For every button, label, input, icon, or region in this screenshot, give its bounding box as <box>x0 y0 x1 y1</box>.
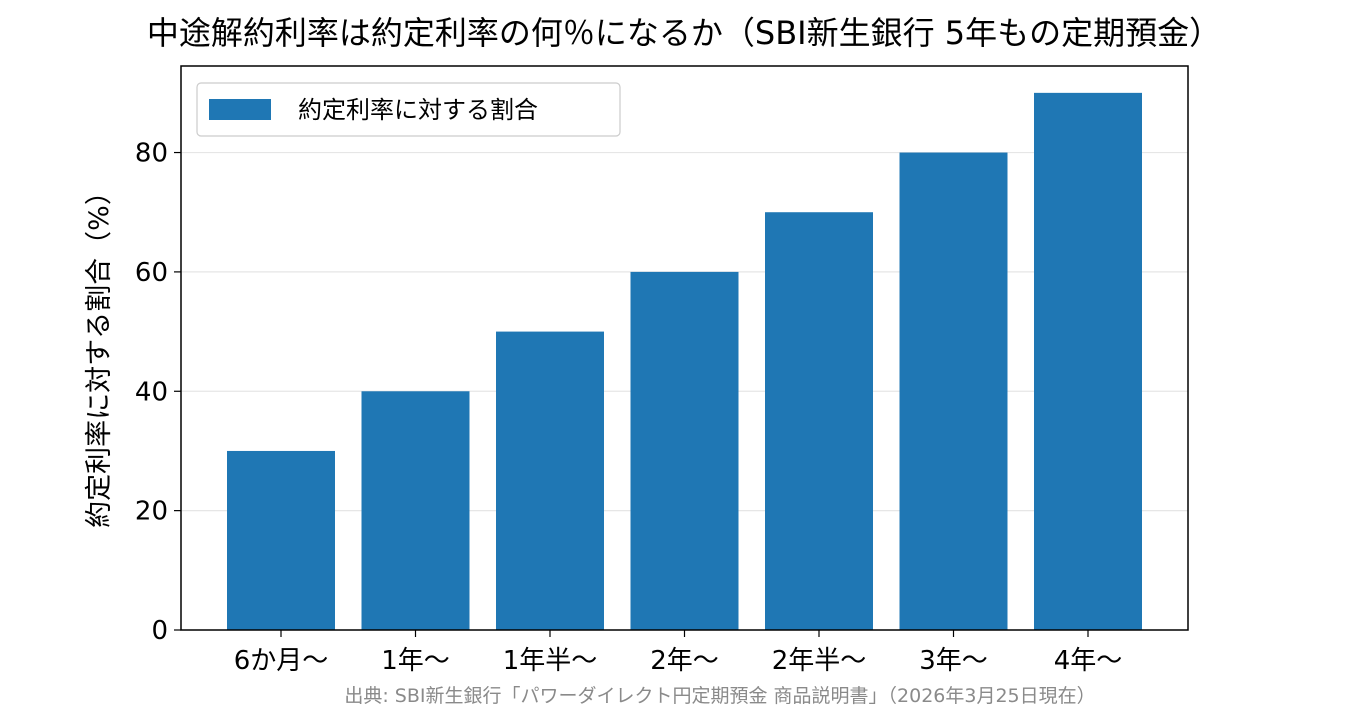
x-tick-label: 6か月〜 <box>234 646 329 676</box>
bar <box>361 391 470 630</box>
x-tick-label: 2年半〜 <box>772 646 867 676</box>
y-tick-label: 20 <box>135 497 168 527</box>
y-tick-label: 0 <box>151 616 168 646</box>
x-tick-label: 1年〜 <box>381 646 450 676</box>
y-tick-label: 80 <box>135 139 168 169</box>
bars <box>227 92 1142 631</box>
bar <box>496 331 604 630</box>
chart-title: 中途解約利率は約定利率の何％になるか（SBI新生銀行 5年もの定期預金） <box>147 14 1221 52</box>
x-tick-label: 2年〜 <box>650 646 719 676</box>
y-tick-label: 60 <box>135 258 168 288</box>
bar <box>630 271 739 630</box>
legend-label: 約定利率に対する割合 <box>298 96 538 124</box>
x-tick-label: 4年〜 <box>1054 646 1123 676</box>
y-tick-label: 40 <box>135 377 168 407</box>
bar <box>227 450 335 630</box>
legend: 約定利率に対する割合 <box>196 82 621 137</box>
x-tick-label: 1年半〜 <box>503 646 598 676</box>
legend-swatch <box>209 99 271 120</box>
y-axis-label: 約定利率に対する割合（%） <box>84 178 115 528</box>
legend-box <box>196 82 621 137</box>
bar <box>765 212 873 630</box>
x-tick-label: 3年〜 <box>919 646 988 676</box>
bar <box>1034 92 1142 631</box>
source-note: 出典: SBI新生銀行「パワーダイレクト円定期預金 商品説明書」（2026年3月… <box>344 685 1096 707</box>
bar <box>899 152 1008 631</box>
x-axis-ticks: 6か月〜 1年〜 1年半〜 2年〜 2年半〜 3年〜 4年〜 <box>234 630 1123 676</box>
y-axis-ticks: 0 20 40 60 80 <box>135 139 181 646</box>
